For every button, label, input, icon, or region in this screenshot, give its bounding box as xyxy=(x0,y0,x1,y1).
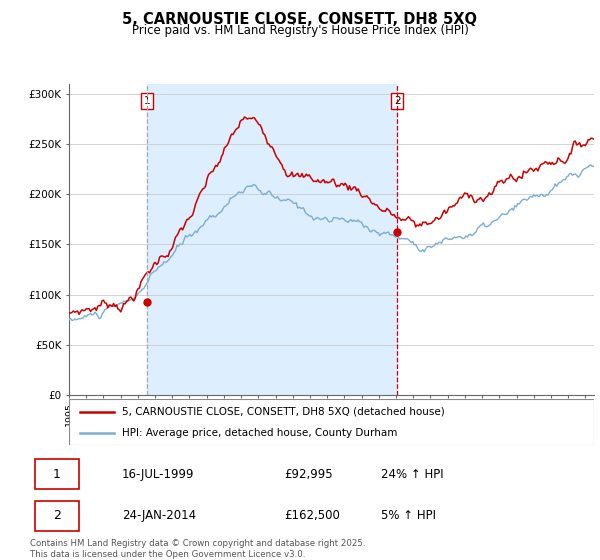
Text: 24-JAN-2014: 24-JAN-2014 xyxy=(122,509,196,522)
Text: £92,995: £92,995 xyxy=(284,468,332,481)
Bar xyxy=(147,84,397,395)
Text: HPI: Average price, detached house, County Durham: HPI: Average price, detached house, Coun… xyxy=(121,428,397,438)
Text: 1: 1 xyxy=(53,468,61,481)
Text: 24% ↑ HPI: 24% ↑ HPI xyxy=(381,468,443,481)
Text: 2: 2 xyxy=(53,509,61,522)
Text: 5, CARNOUSTIE CLOSE, CONSETT, DH8 5XQ: 5, CARNOUSTIE CLOSE, CONSETT, DH8 5XQ xyxy=(122,12,478,27)
Text: £162,500: £162,500 xyxy=(284,509,340,522)
FancyBboxPatch shape xyxy=(35,501,79,531)
Text: 5, CARNOUSTIE CLOSE, CONSETT, DH8 5XQ (detached house): 5, CARNOUSTIE CLOSE, CONSETT, DH8 5XQ (d… xyxy=(121,407,444,417)
FancyBboxPatch shape xyxy=(35,459,79,489)
FancyBboxPatch shape xyxy=(69,399,594,445)
Text: 2: 2 xyxy=(394,96,401,106)
Text: 5% ↑ HPI: 5% ↑ HPI xyxy=(381,509,436,522)
Text: Price paid vs. HM Land Registry's House Price Index (HPI): Price paid vs. HM Land Registry's House … xyxy=(131,24,469,36)
Text: Contains HM Land Registry data © Crown copyright and database right 2025.
This d: Contains HM Land Registry data © Crown c… xyxy=(30,539,365,559)
Text: 1: 1 xyxy=(144,96,151,106)
Text: 16-JUL-1999: 16-JUL-1999 xyxy=(122,468,194,481)
